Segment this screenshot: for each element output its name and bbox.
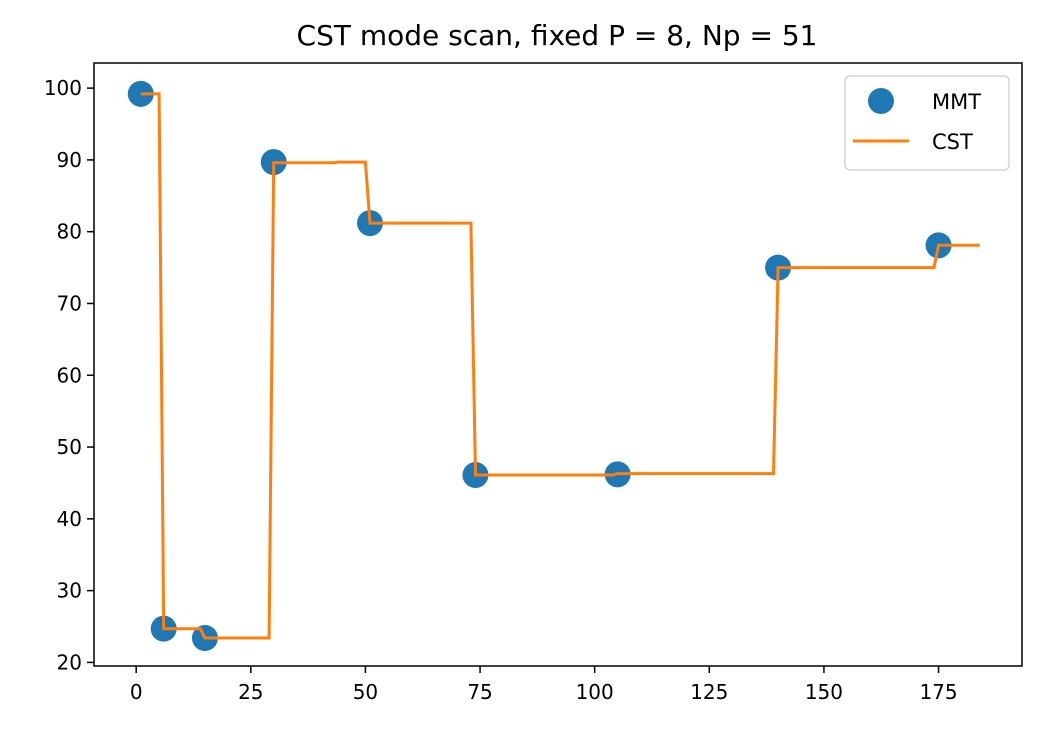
y-tick-label: 40 <box>57 507 82 531</box>
legend: MMT CST <box>844 75 1010 171</box>
x-tick-label: 125 <box>690 680 728 704</box>
legend-mmt-label: MMT <box>932 90 981 114</box>
x-tick-label: 175 <box>919 680 957 704</box>
y-tick-label: 80 <box>57 220 82 244</box>
x-axis: 0 25 50 75 100 125 150 175 <box>130 666 958 704</box>
cst-series-line <box>140 92 980 640</box>
x-tick-label: 150 <box>805 680 843 704</box>
y-tick-label: 70 <box>57 291 82 315</box>
y-tick-label: 50 <box>57 435 82 459</box>
x-tick-label: 100 <box>576 680 614 704</box>
y-tick-label: 60 <box>57 363 82 387</box>
y-tick-label: 100 <box>44 76 82 100</box>
x-tick-label: 0 <box>130 680 143 704</box>
legend-box <box>844 75 1010 171</box>
x-tick-label: 75 <box>467 680 492 704</box>
legend-cst-label: CST <box>932 130 973 154</box>
y-axis: 20 30 40 50 60 70 80 90 100 <box>44 76 94 674</box>
series-layer <box>127 80 980 652</box>
x-tick-label: 25 <box>238 680 263 704</box>
legend-mmt-marker <box>868 88 894 114</box>
y-tick-label: 30 <box>57 579 82 603</box>
plot-area <box>93 62 1023 667</box>
chart-title: CST mode scan, fixed P = 8, Np = 51 <box>297 19 818 52</box>
y-tick-label: 20 <box>57 650 82 674</box>
x-tick-label: 50 <box>353 680 378 704</box>
mmt-point <box>127 80 154 107</box>
y-tick-label: 90 <box>57 148 82 172</box>
